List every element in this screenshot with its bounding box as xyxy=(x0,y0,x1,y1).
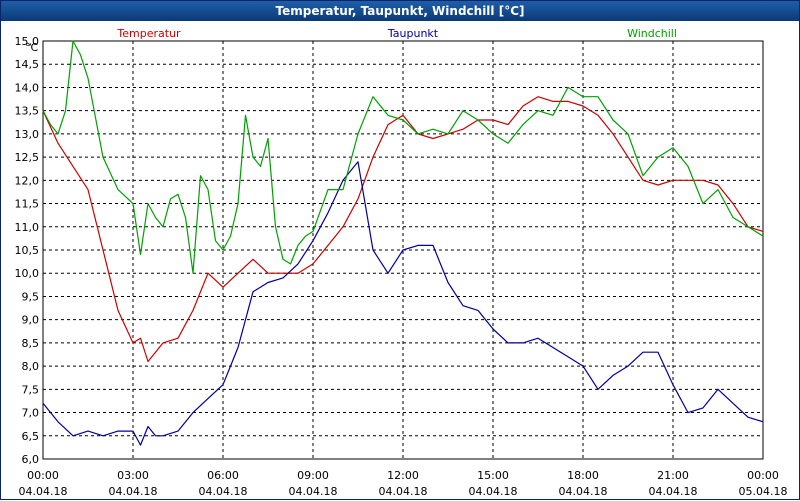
y-axis-label: °C xyxy=(25,41,39,54)
y-tick-label: 13,0 xyxy=(15,128,40,141)
x-tick-label: 00:00 xyxy=(747,469,779,482)
y-tick-label: 8,5 xyxy=(22,337,40,350)
x-tick-date-label: 05.04.18 xyxy=(739,485,788,498)
y-tick-label: 12,0 xyxy=(15,174,40,187)
y-tick-label: 9,5 xyxy=(22,290,40,303)
x-tick-date-label: 04.04.18 xyxy=(19,485,68,498)
y-tick-label: 12,5 xyxy=(15,151,40,164)
x-tick-label: 21:00 xyxy=(657,469,689,482)
x-tick-label: 00:00 xyxy=(27,469,59,482)
y-tick-label: 9,0 xyxy=(22,314,40,327)
x-tick-label: 15:00 xyxy=(477,469,509,482)
y-tick-label: 8,0 xyxy=(22,360,40,373)
x-tick-label: 03:00 xyxy=(117,469,149,482)
legend-windchill: Windchill xyxy=(627,27,677,40)
x-tick-label: 06:00 xyxy=(207,469,239,482)
series-line-windchill xyxy=(42,40,764,274)
x-tick-date-label: 04.04.18 xyxy=(109,485,158,498)
x-tick-date-label: 04.04.18 xyxy=(379,485,428,498)
x-tick-label: 18:00 xyxy=(567,469,599,482)
series-line-taupunkt xyxy=(42,161,764,446)
y-tick-label: 11,5 xyxy=(15,198,40,211)
x-tick-label: 09:00 xyxy=(297,469,329,482)
chart-title: Temperatur, Taupunkt, Windchill [°C] xyxy=(1,1,799,21)
x-tick-label: 12:00 xyxy=(387,469,419,482)
y-tick-label: 6,5 xyxy=(22,430,40,443)
y-tick-label: 7,0 xyxy=(22,407,40,420)
series-line-temperatur xyxy=(42,96,764,363)
y-tick-label: 14,0 xyxy=(15,81,40,94)
y-tick-label: 14,5 xyxy=(15,58,40,71)
x-tick-date-label: 04.04.18 xyxy=(469,485,518,498)
y-tick-label: 6,0 xyxy=(22,453,40,466)
y-tick-label: 10,5 xyxy=(15,244,40,257)
y-tick-label: 11,0 xyxy=(15,221,40,234)
x-tick-date-label: 04.04.18 xyxy=(199,485,248,498)
y-tick-label: 15,0 xyxy=(15,35,40,48)
y-tick-label: 10,0 xyxy=(15,267,40,280)
y-tick-label: 13,5 xyxy=(15,105,40,118)
y-tick-label: 7,5 xyxy=(22,383,40,396)
x-tick-date-label: 04.04.18 xyxy=(649,485,698,498)
legend-taupunkt: Taupunkt xyxy=(387,27,439,40)
x-tick-date-label: 04.04.18 xyxy=(289,485,338,498)
x-tick-date-label: 04.04.18 xyxy=(559,485,608,498)
legend-temperatur: Temperatur xyxy=(116,27,181,40)
